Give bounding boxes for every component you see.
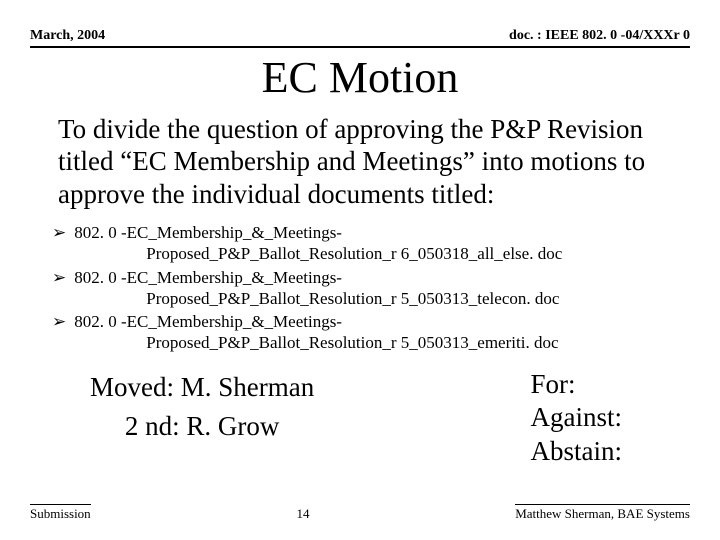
footer-author: Matthew Sherman, BAE Systems [515,504,690,522]
footer-left: Submission [30,504,91,522]
list-item: ➢ 802. 0 -EC_Membership_&_Meetings- Prop… [52,267,690,310]
page-title: EC Motion [30,52,690,103]
bullet-line1: 802. 0 -EC_Membership_&_Meetings- [74,268,342,287]
bullet-line1: 802. 0 -EC_Membership_&_Meetings- [74,312,342,331]
vote-tally: For: Against: Abstain: [531,368,663,469]
footer-page-number: 14 [296,506,309,522]
bullet-text: 802. 0 -EC_Membership_&_Meetings- Propos… [74,311,690,354]
bullet-line1: 802. 0 -EC_Membership_&_Meetings- [74,223,342,242]
vote-for: For: [531,368,623,402]
header-doc-id: doc. : IEEE 802. 0 -04/XXXr 0 [509,28,690,44]
bullet-line2: Proposed_P&P_Ballot_Resolution_r 5_05031… [74,288,690,309]
footer-row: Submission 14 Matthew Sherman, BAE Syste… [30,504,690,522]
bullet-text: 802. 0 -EC_Membership_&_Meetings- Propos… [74,222,690,265]
bullet-line2: Proposed_P&P_Ballot_Resolution_r 5_05031… [74,332,690,353]
bullet-list: ➢ 802. 0 -EC_Membership_&_Meetings- Prop… [30,222,690,354]
bullet-icon: ➢ [52,311,66,332]
list-item: ➢ 802. 0 -EC_Membership_&_Meetings- Prop… [52,222,690,265]
second-by: 2 nd: R. Grow [90,407,314,446]
bullet-text: 802. 0 -EC_Membership_&_Meetings- Propos… [74,267,690,310]
vote-abstain: Abstain: [531,435,623,469]
vote-against: Against: [531,401,623,435]
vote-movers: Moved: M. Sherman 2 nd: R. Grow [90,368,314,469]
header-date: March, 2004 [30,28,105,44]
bullet-icon: ➢ [52,267,66,288]
vote-row: Moved: M. Sherman 2 nd: R. Grow For: Aga… [30,368,690,469]
header-row: March, 2004 doc. : IEEE 802. 0 -04/XXXr … [30,28,690,48]
motion-body-text: To divide the question of approving the … [30,113,690,210]
bullet-icon: ➢ [52,222,66,243]
list-item: ➢ 802. 0 -EC_Membership_&_Meetings- Prop… [52,311,690,354]
bullet-line2: Proposed_P&P_Ballot_Resolution_r 6_05031… [74,243,690,264]
moved-by: Moved: M. Sherman [90,368,314,407]
